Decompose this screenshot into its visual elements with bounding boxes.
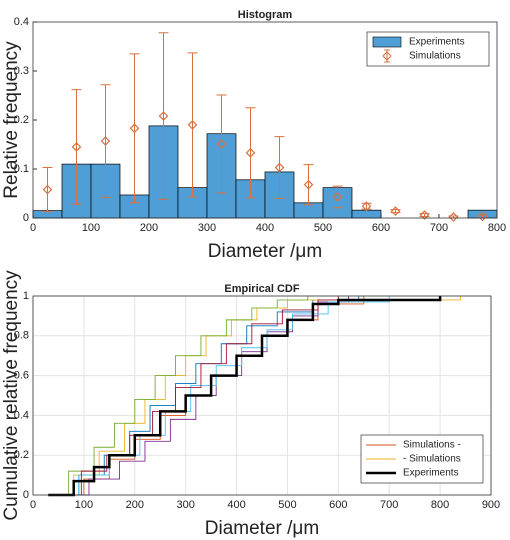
y-tick-label: 0.3 bbox=[14, 65, 29, 77]
x-tick-label: 0 bbox=[30, 222, 36, 234]
marker bbox=[100, 136, 111, 146]
marker bbox=[419, 210, 430, 220]
cdf-line bbox=[48, 296, 442, 497]
x-tick-label: 400 bbox=[227, 499, 245, 511]
marker bbox=[158, 111, 169, 121]
cdf-line bbox=[48, 296, 309, 496]
x-tick-label: 300 bbox=[198, 222, 216, 234]
legend-label: Experiments bbox=[403, 468, 459, 479]
x-tick-label: 600 bbox=[329, 499, 347, 511]
error-bar bbox=[187, 52, 198, 198]
cdf-line bbox=[48, 296, 349, 496]
error-bar bbox=[332, 185, 343, 209]
error-bar bbox=[303, 164, 314, 206]
error-bar bbox=[100, 84, 111, 198]
marker bbox=[274, 162, 285, 173]
x-tick-label: 700 bbox=[430, 222, 448, 234]
error-bar bbox=[274, 136, 285, 199]
x-tick-label: 200 bbox=[140, 222, 158, 234]
marker bbox=[187, 120, 198, 130]
axes-box bbox=[32, 21, 498, 219]
x-tick-label: 0 bbox=[30, 499, 36, 511]
error-bar bbox=[245, 107, 256, 199]
y-tick-label: 1 bbox=[23, 290, 29, 302]
marker bbox=[332, 192, 343, 202]
error-bar bbox=[129, 53, 140, 204]
error-bar bbox=[71, 89, 82, 205]
y-tick-label: 0 bbox=[23, 212, 29, 224]
y-tick-label: 0.1 bbox=[14, 163, 29, 175]
legend-swatch bbox=[382, 49, 392, 63]
x-tick-label: 400 bbox=[256, 222, 274, 234]
marker bbox=[390, 206, 401, 216]
error-bar bbox=[158, 32, 169, 200]
legend-label: Simulations bbox=[409, 51, 461, 62]
axes-box bbox=[32, 295, 492, 496]
marker bbox=[129, 123, 140, 134]
y-tick-label: 0.2 bbox=[14, 114, 29, 126]
x-tick-label: 100 bbox=[82, 222, 100, 234]
chart-title: Empirical CDF bbox=[224, 283, 299, 295]
x-tick-label: 200 bbox=[126, 499, 144, 511]
legend-label: - Simulations bbox=[403, 454, 461, 465]
marker bbox=[361, 201, 372, 212]
legend-label: Simulations - bbox=[403, 440, 461, 451]
x-tick-label: 900 bbox=[482, 499, 500, 511]
legend-swatch bbox=[372, 36, 402, 48]
x-tick-label: 300 bbox=[176, 499, 194, 511]
x-tick-label: 800 bbox=[431, 499, 449, 511]
x-axis-label: Diameter /μm bbox=[208, 241, 322, 262]
y-tick-label: 0.6 bbox=[14, 370, 29, 382]
x-tick-label: 800 bbox=[488, 222, 506, 234]
error-bar bbox=[361, 202, 372, 210]
x-tick-label: 600 bbox=[372, 222, 390, 234]
error-bar bbox=[42, 167, 53, 213]
legend: Experiments Simulations bbox=[366, 31, 490, 67]
marker bbox=[477, 211, 488, 222]
bar bbox=[351, 209, 382, 219]
y-tick-label: 0.2 bbox=[14, 449, 29, 461]
x-tick-label: 500 bbox=[278, 499, 296, 511]
marker bbox=[71, 142, 82, 152]
x-tick-label: 700 bbox=[380, 499, 398, 511]
cdf-line bbox=[48, 296, 360, 496]
legend-label: Experiments bbox=[409, 37, 465, 48]
chart-title: Histogram bbox=[238, 9, 293, 21]
marker bbox=[448, 212, 459, 222]
x-tick-label: 100 bbox=[75, 499, 93, 511]
marker bbox=[245, 147, 256, 158]
marker bbox=[216, 139, 227, 149]
y-tick-label: 0.4 bbox=[14, 409, 29, 421]
marker bbox=[303, 179, 314, 190]
y-tick-label: 0.4 bbox=[14, 16, 29, 28]
y-axis-label: Cumulative relative frequency bbox=[1, 270, 22, 521]
y-tick-label: 0 bbox=[23, 489, 29, 501]
x-tick-label: 500 bbox=[314, 222, 332, 234]
x-axis-label: Diameter /μm bbox=[205, 518, 319, 539]
y-axis-label: Relative frequency bbox=[1, 41, 22, 199]
legend: Simulations - - Simulations Experiments bbox=[360, 434, 484, 484]
y-tick-label: 0.8 bbox=[14, 330, 29, 342]
marker bbox=[42, 184, 53, 195]
error-bar bbox=[216, 94, 227, 194]
cdf-line bbox=[50, 296, 339, 496]
